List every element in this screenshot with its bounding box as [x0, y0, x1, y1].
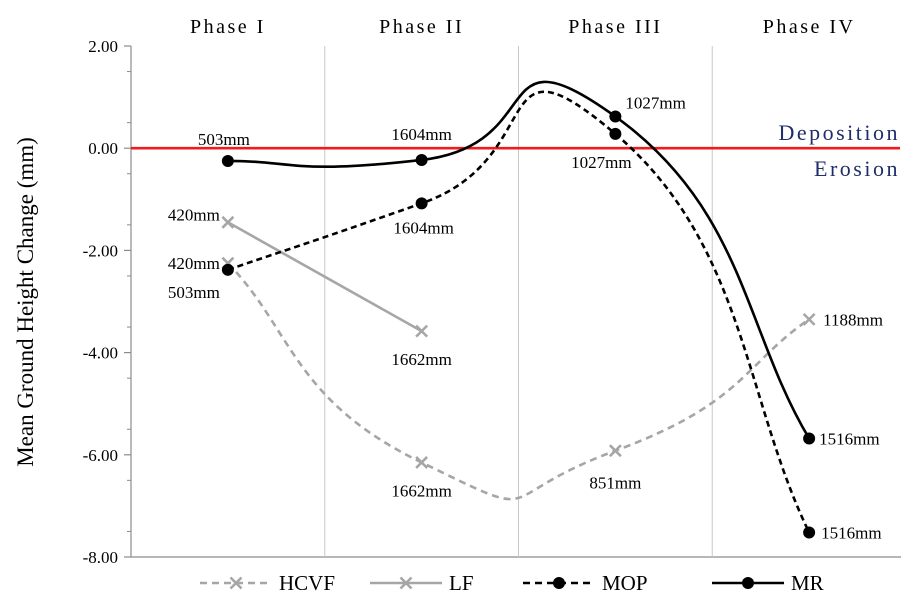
phase-label: Phase III	[568, 16, 662, 38]
data-label-mr: 1027mm	[625, 94, 685, 113]
marker-hcvf	[415, 456, 429, 469]
series-line-mr	[227, 80, 811, 440]
marker-hcvf	[608, 444, 622, 458]
marker-mr	[803, 432, 816, 445]
y-tick-label: 2.00	[88, 37, 118, 56]
phase-labels: Phase I Phase II Phase III Phase IV	[190, 16, 856, 38]
data-label-mr: 503mm	[198, 130, 250, 149]
y-axis-label: Mean Ground Height Change (mm)	[13, 137, 38, 467]
legend-label-mr: MR	[791, 571, 824, 595]
marker-mr	[609, 110, 622, 123]
y-axis: 2.00 0.00 -2.00 -4.00 -6.00 -8.00	[83, 37, 131, 567]
series-line-lf	[227, 221, 423, 333]
phase-label: Phase I	[190, 16, 266, 38]
data-label-mr: 1516mm	[819, 429, 879, 448]
data-label-lf: 420mm	[168, 205, 220, 224]
data-label-lf: 1662mm	[391, 350, 451, 369]
legend-label-lf: LF	[449, 571, 474, 595]
series-line-mop	[227, 90, 811, 534]
data-label-hcvf: 1662mm	[391, 481, 451, 500]
data-label-mop: 1516mm	[821, 523, 881, 542]
deposition-label: Deposition	[778, 120, 900, 145]
y-tick-label: -4.00	[83, 344, 118, 363]
data-label-hcvf: 420mm	[168, 254, 220, 273]
legend: HCVF LF MOP MR	[200, 571, 824, 595]
series-lf	[221, 215, 429, 338]
series-line-hcvf	[226, 262, 810, 501]
legend-item-lf: LF	[370, 571, 474, 595]
legend-item-hcvf: HCVF	[200, 571, 335, 595]
data-label-mr: 1604mm	[391, 125, 451, 144]
marker-mop	[415, 197, 428, 210]
plot-area	[130, 46, 901, 558]
legend-label-mop: MOP	[602, 571, 648, 595]
legend-item-mop: MOP	[523, 571, 648, 595]
y-tick-label: 0.00	[88, 139, 118, 158]
data-label-mop: 1027mm	[571, 153, 631, 172]
data-label-hcvf: 851mm	[589, 474, 641, 493]
series-mr	[221, 80, 816, 445]
data-label-mop: 503mm	[168, 283, 220, 302]
legend-marker-mr	[742, 577, 754, 589]
legend-marker-lf	[399, 576, 413, 590]
marker-lf	[415, 324, 429, 338]
data-label-hcvf: 1188mm	[823, 310, 883, 329]
marker-lf	[221, 215, 235, 229]
series-mop	[221, 90, 816, 539]
phase-label: Phase II	[379, 16, 464, 38]
y-tick-label: -8.00	[83, 548, 118, 567]
legend-label-hcvf: HCVF	[279, 571, 335, 595]
legend-marker-hcvf	[229, 576, 243, 590]
phase-label: Phase IV	[763, 16, 856, 38]
data-labels: 420mm 1662mm 851mm 1188mm 420mm 1662mm 503mm 16…	[168, 94, 883, 543]
series-group	[221, 80, 816, 539]
marker-mop	[221, 263, 234, 276]
y-tick-label: -2.00	[83, 241, 118, 260]
legend-marker-mop	[553, 577, 565, 589]
marker-mr	[221, 154, 234, 167]
erosion-label: Erosion	[814, 156, 900, 181]
marker-mop	[803, 526, 816, 539]
legend-item-mr: MR	[712, 571, 824, 595]
data-label-mop: 1604mm	[393, 218, 453, 237]
marker-mr	[415, 153, 428, 166]
marker-mop	[609, 127, 622, 140]
marker-hcvf	[802, 312, 816, 326]
y-tick-label: -6.00	[83, 446, 118, 465]
